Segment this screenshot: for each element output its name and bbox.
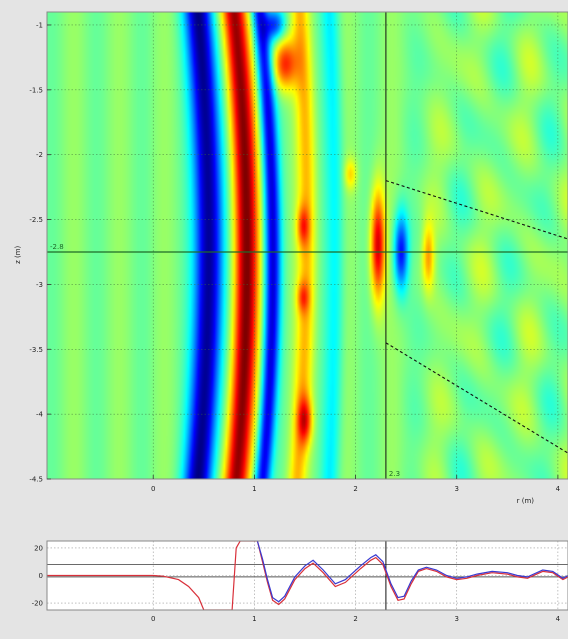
heatmap-xtick-label: 0 — [151, 485, 155, 493]
heatmap-image — [47, 12, 568, 479]
cursor-z-readout: -2.8 — [50, 243, 64, 251]
heatmap-xtick-label: 1 — [252, 485, 256, 493]
trace-ytick-label: 0 — [39, 572, 43, 580]
field-heatmap-plot[interactable]: -2.8 2.3 -1 -1.5 -2 -2.5 -3 -3.5 -4 -4.5 0 1 2 3 4 z … — [14, 12, 568, 505]
trace-xtick-label: 2 — [353, 615, 357, 623]
trace-xtick-label: 1 — [252, 615, 256, 623]
heatmap-ytick-label: -3.5 — [29, 346, 43, 354]
heatmap-ytick-label: -1.5 — [29, 86, 43, 94]
cursor-r-readout: 2.3 — [389, 470, 400, 478]
r-axis-label: r (m) — [517, 497, 535, 505]
heatmap-ytick-label: -4.5 — [29, 476, 43, 484]
heatmap-ytick-label: -3 — [36, 281, 43, 289]
trace-plot[interactable]: -20 0 20 0 1 2 3 4 — [32, 541, 568, 623]
trace-xtick-label: 3 — [454, 615, 458, 623]
trace-ytick-label: -20 — [32, 600, 43, 608]
heatmap-ytick-label: -2 — [36, 151, 43, 159]
heatmap-xtick-label: 3 — [454, 485, 458, 493]
z-axis-label: z (m) — [14, 245, 22, 263]
trace-ytick-label: 20 — [34, 544, 43, 552]
heatmap-xtick-label: 4 — [556, 485, 561, 493]
heatmap-ytick-label: -1 — [36, 21, 43, 29]
heatmap-xtick-label: 2 — [353, 485, 357, 493]
heatmap-ytick-label: -4 — [36, 411, 44, 419]
trace-xtick-label: 0 — [151, 615, 155, 623]
heatmap-ytick-label: -2.5 — [29, 216, 43, 224]
trace-xtick-label: 4 — [556, 615, 561, 623]
